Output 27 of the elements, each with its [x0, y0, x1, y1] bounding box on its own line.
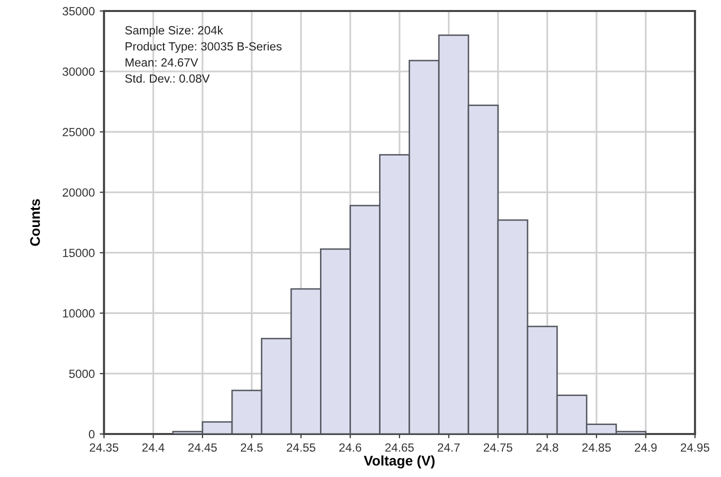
annotation: Mean: 24.67V: [126, 58, 198, 67]
y-axis-title: Counts: [30, 199, 40, 246]
annotation: Product Type: 30035 B-Series: [126, 42, 282, 53]
x-tick-label: 24.6: [339, 443, 362, 452]
y-tick-label: 20000: [62, 188, 95, 197]
y-tick-label: 35000: [62, 7, 95, 16]
y-tick-label: 5000: [69, 370, 95, 378]
y-tick-label: 25000: [62, 128, 95, 136]
y-tick-label: 15000: [63, 248, 95, 258]
x-tick-label: 24.65: [385, 443, 414, 452]
x-tick-label: 24.85: [582, 443, 611, 452]
x-tick-label: 24.7: [438, 443, 460, 452]
x-tick-label: 24.5: [240, 443, 263, 452]
y-tick-label: 30000: [62, 67, 95, 76]
x-axis-title: Voltage (V): [364, 455, 435, 468]
x-tick-label: 24.95: [680, 443, 710, 452]
x-tick-label: 24.55: [286, 443, 316, 452]
x-tick-label: 24.35: [90, 443, 118, 452]
x-tick-label: 24.4: [142, 443, 164, 452]
x-tick-label: 24.45: [188, 443, 217, 452]
x-tick-label: 24.75: [484, 443, 512, 452]
x-tick-label: 24.9: [634, 443, 657, 452]
annotation: Std. Dev.: 0.08V: [125, 74, 210, 83]
x-tick-label: 24.8: [536, 443, 558, 452]
y-tick-label: 10000: [63, 309, 95, 318]
y-tick-label: 0: [88, 430, 95, 438]
annotation: Sample Size: 204k: [125, 26, 224, 37]
